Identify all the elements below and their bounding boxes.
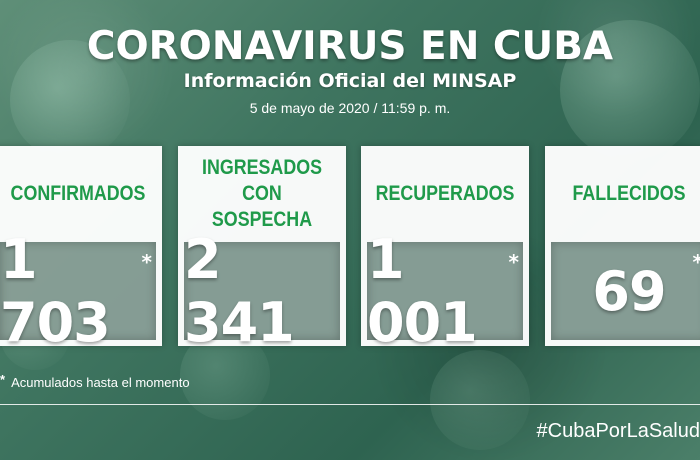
card-value: 1 001 [367, 228, 478, 354]
card-label: INGRESADOS CON SOSPECHA [201, 156, 323, 231]
card-label: CONFIRMADOS [10, 182, 146, 205]
card-confirmados: CONFIRMADOS 1 703 * [0, 146, 162, 354]
card-value-box: 69 * [551, 242, 700, 340]
card-value: 1 703 [0, 228, 111, 354]
card-label: RECUPERADOS [375, 182, 515, 205]
virus-illustration [430, 350, 530, 450]
card-fallecidos: FALLECIDOS 69 * [545, 146, 700, 346]
footnote-asterisk: * [0, 372, 6, 387]
asterisk-mark: * [508, 250, 519, 274]
asterisk-mark: * [693, 252, 700, 272]
card-value-box: 2 341 [184, 228, 340, 354]
page-title: CORONAVIRUS EN CUBA [86, 24, 614, 69]
card-ingresados-con-sospecha: INGRESADOS CON SOSPECHA 2 341 [178, 146, 346, 354]
footnote-text: Acumulados hasta el momento [11, 375, 190, 390]
hashtag: #CubaPorLaSalud [536, 420, 700, 442]
card-value-box: 1 703 * [0, 228, 156, 354]
report-date: 5 de mayo de 2020 / 11:59 p. m. [249, 100, 451, 116]
card-label: FALLECIDOS [572, 182, 686, 205]
divider [0, 404, 700, 405]
page-subtitle: Información Oficial del MINSAP [183, 70, 517, 92]
card-value: 2 341 [184, 228, 295, 354]
card-value: 69 [592, 259, 666, 323]
header: CORONAVIRUS EN CUBA Información Oficial … [0, 24, 700, 118]
footnote: * Acumulados hasta el momento [0, 372, 190, 391]
card-value-box: 1 001 * [367, 228, 523, 354]
card-recuperados: RECUPERADOS 1 001 * [361, 146, 529, 354]
asterisk-mark: * [141, 250, 152, 274]
